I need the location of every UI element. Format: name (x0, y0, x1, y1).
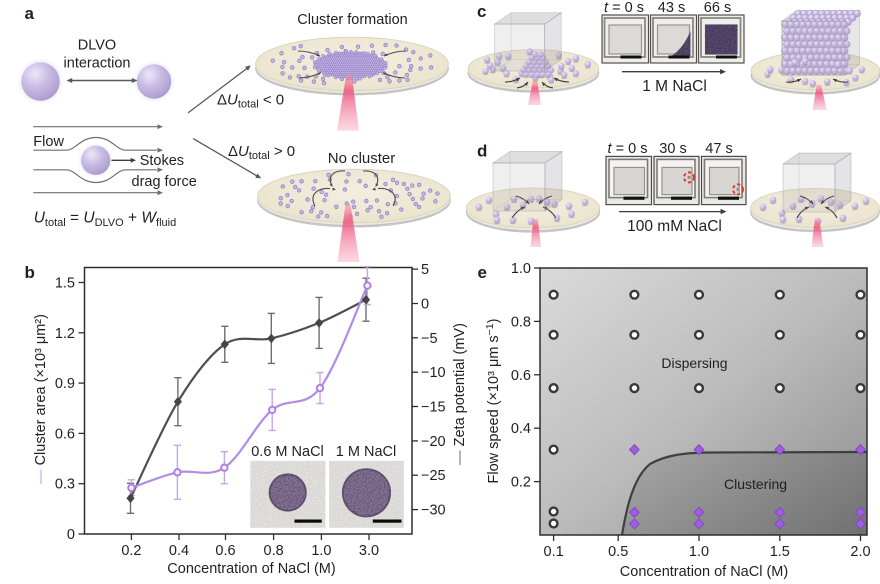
svg-text:t = 0 s: t = 0 s (608, 141, 648, 157)
svg-text:Concentration of NaCl (M): Concentration of NaCl (M) (167, 561, 335, 577)
svg-text:Concentration of NaCl (M): Concentration of NaCl (M) (620, 564, 788, 580)
svg-text:0.6: 0.6 (511, 368, 531, 384)
svg-text:3.0: 3.0 (359, 543, 379, 559)
svg-text:0.5: 0.5 (608, 544, 628, 560)
svg-text:ΔUtotal < 0: ΔUtotal < 0 (217, 92, 284, 111)
svg-text:100 mM NaCl: 100 mM NaCl (627, 218, 722, 235)
svg-text:Utotal = UDLVO + Wfluid: Utotal = UDLVO + Wfluid (34, 210, 177, 230)
svg-text:Stokes: Stokes (140, 153, 184, 169)
svg-text:a: a (25, 4, 35, 23)
svg-text:1 M NaCl: 1 M NaCl (642, 78, 707, 95)
svg-text:66 s: 66 s (704, 0, 731, 16)
svg-text:0.1: 0.1 (544, 544, 564, 560)
svg-text:1.5: 1.5 (55, 276, 75, 292)
svg-text:1.0: 1.0 (689, 544, 709, 560)
svg-text:1.0: 1.0 (511, 261, 531, 277)
svg-text:0.6: 0.6 (215, 543, 235, 559)
svg-text:d: d (477, 142, 487, 161)
svg-text:Cluster formation: Cluster formation (297, 12, 407, 28)
svg-text:— Cluster area (×10³ μm²): — Cluster area (×10³ μm²) (33, 314, 49, 484)
svg-text:5: 5 (421, 262, 429, 278)
svg-text:−25: −25 (421, 468, 446, 484)
svg-text:−15: −15 (421, 400, 446, 416)
svg-text:43 s: 43 s (658, 0, 685, 16)
svg-text:0.8: 0.8 (511, 314, 531, 330)
svg-text:0.2: 0.2 (511, 475, 531, 491)
svg-text:1.2: 1.2 (55, 326, 75, 342)
svg-text:Flow speed (×10³ μm s−1): Flow speed (×10³ μm s−1) (484, 319, 502, 484)
svg-text:0.3: 0.3 (55, 477, 75, 493)
svg-text:0.9: 0.9 (55, 376, 75, 392)
svg-text:0: 0 (67, 527, 75, 543)
svg-text:0.4: 0.4 (169, 543, 189, 559)
svg-text:0: 0 (421, 297, 429, 313)
svg-text:2.0: 2.0 (850, 544, 870, 560)
svg-text:Clustering: Clustering (724, 476, 787, 492)
svg-text:interaction: interaction (64, 56, 131, 72)
svg-text:1.0: 1.0 (311, 543, 331, 559)
svg-text:0.4: 0.4 (511, 421, 531, 437)
svg-text:−5: −5 (421, 331, 438, 347)
svg-text:Dispersing: Dispersing (661, 355, 727, 371)
svg-text:— Zeta potential (mV): — Zeta potential (mV) (452, 323, 468, 465)
svg-text:47 s: 47 s (705, 141, 732, 157)
svg-text:No cluster: No cluster (328, 150, 396, 167)
svg-text:ΔUtotal > 0: ΔUtotal > 0 (228, 143, 295, 162)
svg-text:b: b (25, 263, 35, 282)
svg-text:0.6: 0.6 (55, 426, 75, 442)
svg-text:−30: −30 (421, 503, 446, 519)
svg-text:−20: −20 (421, 434, 446, 450)
svg-text:drag force: drag force (132, 174, 197, 190)
svg-text:DLVO: DLVO (78, 38, 116, 54)
svg-text:e: e (478, 263, 487, 282)
svg-text:t = 0 s: t = 0 s (604, 0, 644, 16)
svg-text:30 s: 30 s (659, 141, 686, 157)
svg-text:−10: −10 (421, 365, 446, 381)
svg-text:0.2: 0.2 (121, 543, 141, 559)
svg-text:0.8: 0.8 (264, 543, 284, 559)
svg-text:c: c (477, 2, 486, 21)
svg-text:1.5: 1.5 (770, 544, 790, 560)
svg-text:0.6 M NaCl: 0.6 M NaCl (251, 444, 324, 460)
svg-text:Flow: Flow (33, 134, 64, 150)
svg-text:1 M NaCl: 1 M NaCl (336, 444, 396, 460)
